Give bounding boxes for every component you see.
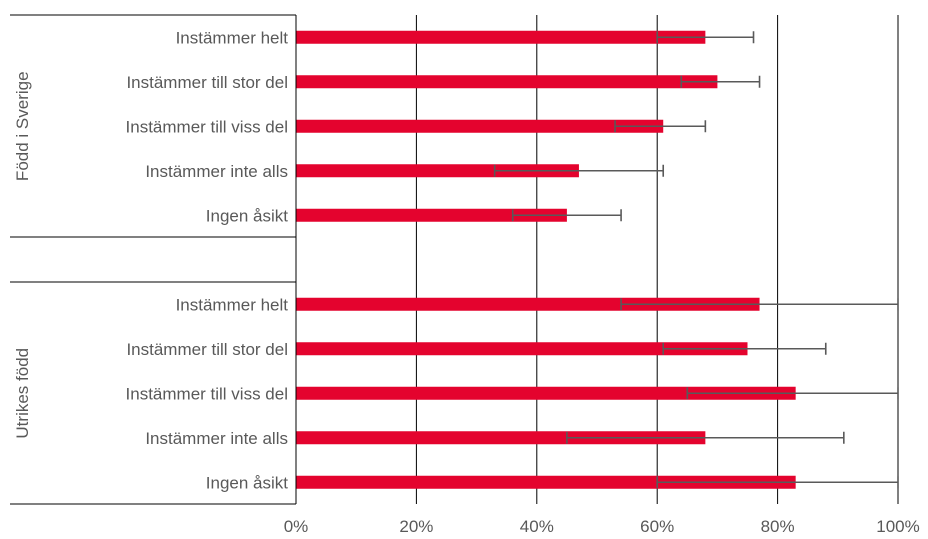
category-label: Instämmer inte alls bbox=[145, 429, 288, 448]
bars bbox=[296, 30, 796, 489]
x-tick-label: 20% bbox=[399, 517, 433, 536]
bar bbox=[296, 475, 796, 489]
axis-frame bbox=[10, 14, 297, 505]
gridlines bbox=[415, 15, 899, 504]
category-label: Instämmer till viss del bbox=[126, 384, 288, 403]
error-bars bbox=[493, 31, 899, 489]
category-label: Instämmer till stor del bbox=[126, 340, 288, 359]
group-label: Född i Sverige bbox=[13, 71, 32, 181]
category-label: Instämmer helt bbox=[176, 295, 289, 314]
bar bbox=[296, 164, 579, 178]
bar bbox=[296, 208, 567, 222]
category-label: Instämmer till viss del bbox=[126, 117, 288, 136]
bar bbox=[296, 30, 706, 44]
x-axis-ticks: 0% 20% 40% 60% 80% 100% bbox=[284, 517, 920, 536]
x-tick-label: 80% bbox=[761, 517, 795, 536]
category-label: Ingen åsikt bbox=[206, 206, 288, 225]
bar bbox=[296, 386, 796, 400]
bar bbox=[296, 431, 706, 445]
x-tick-label: 100% bbox=[876, 517, 919, 536]
group-label: Utrikes född bbox=[13, 348, 32, 439]
bar bbox=[296, 342, 748, 356]
category-label: Instämmer inte alls bbox=[145, 162, 288, 181]
bar bbox=[296, 297, 760, 311]
x-tick-label: 40% bbox=[520, 517, 554, 536]
category-label: Instämmer till stor del bbox=[126, 73, 288, 92]
category-labels: Instämmer helt Instämmer till stor del Ins… bbox=[126, 28, 289, 492]
bar bbox=[296, 75, 718, 89]
x-tick-label: 60% bbox=[640, 517, 674, 536]
group-labels: Född i Sverige Utrikes född bbox=[13, 71, 32, 438]
category-label: Instämmer helt bbox=[176, 28, 289, 47]
category-label: Ingen åsikt bbox=[206, 473, 288, 492]
x-tick-label: 0% bbox=[284, 517, 309, 536]
bar bbox=[296, 119, 664, 133]
